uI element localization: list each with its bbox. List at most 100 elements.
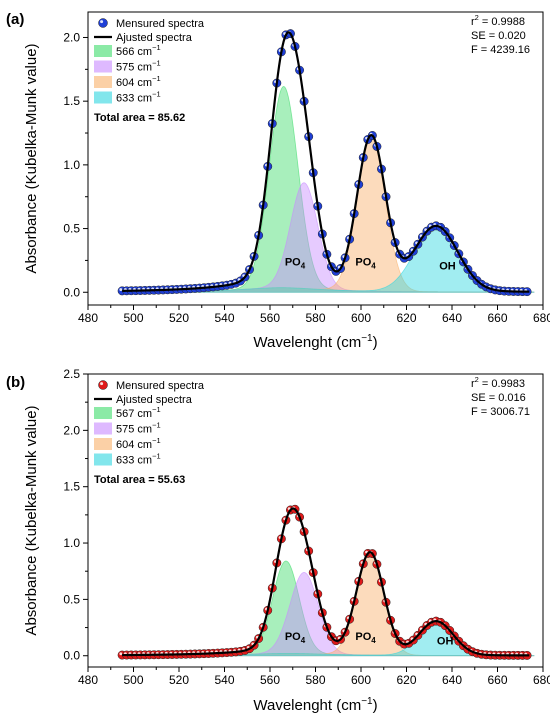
- legend-label-adjusted: Ajusted spectra: [116, 32, 193, 44]
- x-tick-label: 520: [169, 311, 189, 325]
- x-axis-label: Wavelenght (cm−1): [253, 696, 377, 714]
- x-tick-label: 500: [123, 311, 143, 325]
- y-tick-label: 2.0: [63, 423, 80, 437]
- panel-label: (b): [6, 374, 25, 391]
- y-tick-label: 2.0: [63, 30, 80, 44]
- legend-marker-measured: [98, 18, 108, 28]
- x-tick-label: 540: [214, 673, 234, 687]
- measured-points: [117, 29, 532, 297]
- legend-label-component: 633 cm−1: [116, 90, 161, 105]
- legend-swatch: [94, 438, 112, 450]
- legend-label-sup: −1: [152, 59, 161, 68]
- adjusted-line: [122, 507, 530, 657]
- x-tick-label: 580: [305, 311, 325, 325]
- legend-swatch: [94, 422, 112, 435]
- legend-label-component: 575 cm−1: [116, 59, 161, 74]
- panel-a: PO4 PO4 OH 480 500 520 540 560 580 600 620 640 660 68…: [6, 11, 550, 351]
- x-tick-label: 580: [305, 673, 325, 687]
- y-tick-label: 0.5: [63, 222, 80, 236]
- x-tick-label: 500: [123, 673, 143, 687]
- band-label: PO4: [285, 257, 306, 271]
- x-tick-label: 620: [396, 673, 416, 687]
- x-tick-label: 600: [351, 311, 371, 325]
- band-label-sub: 4: [301, 636, 306, 645]
- x-tick-label: 600: [351, 673, 371, 687]
- y-tick-label: 1.5: [63, 480, 80, 494]
- plot-area: [117, 29, 535, 297]
- legend-total-area: Total area = 55.63: [94, 474, 185, 486]
- x-tick-label: 520: [169, 673, 189, 687]
- legend-swatch: [94, 407, 112, 419]
- x-tick-label: 680: [533, 311, 550, 325]
- legend-label-measured: Mensured spectra: [116, 380, 205, 392]
- stat-se: SE = 0.020: [471, 30, 526, 42]
- band-label-sub: 4: [371, 636, 376, 645]
- y-tick-label: 0.0: [63, 649, 80, 663]
- stat-f: F = 4239.16: [471, 44, 530, 56]
- legend-label-sup: −1: [152, 43, 161, 52]
- y-tick-label: 0.5: [63, 592, 80, 606]
- legend-label-component: 604 cm−1: [116, 74, 161, 89]
- x-tick-label: 480: [78, 311, 98, 325]
- adjusted-line: [122, 31, 530, 293]
- x-axis-label-end: ): [373, 697, 378, 714]
- legend-label-sup: −1: [152, 452, 161, 461]
- legend-swatch: [94, 91, 112, 104]
- x-tick-label: 480: [78, 673, 98, 687]
- legend-label-component: 604 cm−1: [116, 436, 161, 451]
- legend-swatch: [94, 45, 112, 57]
- y-tick-label: 1.0: [63, 158, 80, 172]
- legend-swatch: [94, 453, 112, 466]
- band-label: OH: [439, 260, 456, 272]
- x-tick-label: 660: [487, 311, 507, 325]
- component-peak-575: [119, 572, 535, 657]
- band-label-sub: 4: [301, 262, 306, 271]
- x-axis-label-sup: −1: [361, 333, 373, 344]
- legend-label-sup: −1: [152, 421, 161, 430]
- y-tick-label: 2.5: [63, 367, 80, 381]
- plot-area: [117, 504, 535, 660]
- x-tick-label: 560: [260, 673, 280, 687]
- stat-se: SE = 0.016: [471, 392, 526, 404]
- y-tick-label: 1.0: [63, 536, 80, 550]
- y-tick-label: 1.5: [63, 94, 80, 108]
- stat-f: F = 3006.71: [471, 406, 530, 418]
- legend-label-component: 567 cm−1: [116, 405, 161, 420]
- x-tick-label: 680: [533, 673, 550, 687]
- x-axis-label-sup: −1: [361, 696, 373, 707]
- panel-label: (a): [6, 11, 24, 28]
- legend-label-sup: −1: [152, 436, 161, 445]
- x-axis-label-end: ): [373, 334, 378, 351]
- x-tick-label: 660: [487, 673, 507, 687]
- panel-b: PO4 PO4 OH 480 500 520 540 560 580 600 620 640 660 68…: [6, 367, 550, 714]
- x-tick-label: 560: [260, 311, 280, 325]
- stat-r2-sup: 2: [475, 375, 479, 384]
- stats: r2 = 0.9983 SE = 0.016 F = 3006.71: [471, 375, 530, 418]
- legend-marker-highlight: [100, 20, 104, 24]
- band-label-sub: 4: [371, 262, 376, 271]
- stats: r2 = 0.9988 SE = 0.020 F = 4239.16: [471, 13, 530, 56]
- legend-label-adjusted: Ajusted spectra: [116, 394, 193, 406]
- legend-marker-measured: [98, 380, 108, 390]
- x-tick-label: 640: [442, 311, 462, 325]
- legend-swatch: [94, 76, 112, 88]
- stat-r2: r2 = 0.9988: [471, 13, 525, 28]
- stat-r2-sup: 2: [475, 13, 479, 22]
- stat-r2: r2 = 0.9983: [471, 375, 525, 390]
- y-axis-label: Absorbance (Kubelka-Munk value): [23, 43, 40, 273]
- x-axis-label: Wavelenght (cm−1): [253, 333, 377, 351]
- stat-r2-value: = 0.9983: [479, 378, 525, 390]
- legend-label-measured: Mensured spectra: [116, 18, 205, 30]
- legend-label-component: 575 cm−1: [116, 421, 161, 436]
- legend-label-sup: −1: [152, 90, 161, 99]
- measured-point-highlight: [119, 652, 123, 656]
- band-label: PO4: [285, 631, 306, 645]
- legend-label-sup: −1: [152, 405, 161, 414]
- legend-label-sup: −1: [152, 74, 161, 83]
- y-axis-label: Absorbance (Kubelka-Munk value): [23, 405, 40, 635]
- x-tick-label: 640: [442, 673, 462, 687]
- y-tick-label: 0.0: [63, 285, 80, 299]
- legend-label-component: 566 cm−1: [116, 43, 161, 58]
